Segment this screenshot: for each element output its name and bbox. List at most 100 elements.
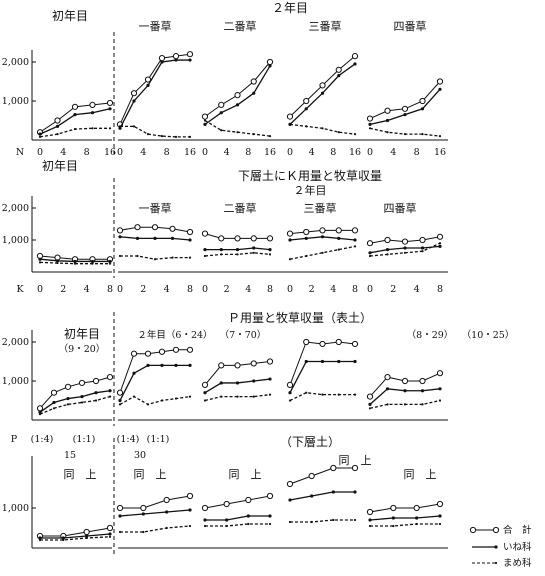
point-p1-g5-bean-0 (368, 127, 372, 130)
point-p2-g2-total-3 (169, 225, 176, 232)
x-tick-p2-g5-3: 8 (437, 284, 443, 295)
point-p1-g5-total-4 (436, 78, 444, 85)
point-p4-g3-total-2 (245, 496, 252, 504)
point-p2-g3-total-3 (250, 235, 257, 242)
point-p2-g3-bean-3 (252, 251, 255, 254)
point-p2-g4-rice-3 (337, 236, 341, 240)
point-p3-g1-bean-1 (52, 407, 56, 410)
point-p3-g2-bean-4 (174, 397, 178, 400)
panel2-x-lead: K (16, 284, 24, 295)
x-tick-p1-g5-0: 0 (367, 147, 373, 158)
point-p1-g1-total-1 (54, 117, 61, 124)
legend-bean-label: まめ科 (503, 557, 532, 569)
panel4-group-label-1: 同 上 (134, 468, 167, 481)
point-p2-g2-bean-1 (136, 254, 139, 258)
point-p3-g4-total-2 (319, 340, 326, 348)
point-p1-g3-total-2 (234, 92, 241, 99)
line-p4-g3-total (204, 495, 271, 509)
point-p2-g5-rice-3 (420, 246, 425, 250)
point-p3-g5-total-4 (436, 370, 444, 377)
line-p3-g4-rice (289, 360, 355, 394)
point-p3-g1-rice-3 (80, 395, 84, 399)
x-tick-p2-g1-0: 0 (37, 284, 43, 295)
point-p4-g4-bean-0 (288, 520, 292, 524)
line-p4-g4-bean (290, 519, 355, 523)
panel3-date-3: （7・70） (220, 329, 267, 341)
panel3-first-year-date: （9・20） (59, 343, 106, 355)
x-tick-p1-g2-2: 8 (164, 147, 170, 158)
point-p4-g1-bean-0 (38, 538, 42, 542)
x-tick-p2-g2-0: 0 (117, 284, 123, 295)
panel4-group-label-2: 同 上 (229, 468, 262, 481)
point-p1-g1-bean-1 (56, 133, 59, 136)
point-p3-g2-rice-4 (174, 363, 178, 367)
point-p4-g2-rice-2 (165, 510, 169, 514)
line-p3-g5-total (369, 372, 441, 397)
point-p1-g1-total-4 (106, 99, 114, 107)
x-tick-p1-g1-1: 4 (60, 147, 66, 158)
line-p3-g1-bean (39, 395, 111, 415)
panel3-date-2: ２年目（6・24） (137, 329, 212, 341)
panel4-group-label-3: 同 上 (339, 454, 372, 467)
point-p2-g3-bean-1 (220, 253, 223, 256)
point-p4-g4-total-0 (286, 480, 294, 488)
panel4-ratio-value-0: 15 (64, 450, 76, 461)
panel4-title: （下層土） (280, 435, 340, 449)
point-p4-g3-total-3 (266, 492, 274, 500)
point-p4-g4-total-1 (308, 472, 315, 480)
point-p4-g1-total-2 (83, 528, 90, 536)
point-p3-g1-rice-2 (66, 396, 70, 401)
x-tick-p1-g1-0: 0 (37, 147, 43, 158)
point-p2-g1-bean-4 (108, 262, 112, 265)
point-p2-g1-rice-4 (108, 259, 112, 264)
point-p3-g3-total-1 (218, 362, 225, 369)
point-p2-g5-bean-3 (421, 250, 424, 253)
line-p3-g1-rice (39, 390, 111, 413)
point-p3-g1-bean-5 (108, 395, 112, 398)
line-p4-g2-total (120, 495, 191, 509)
x-tick-p1-g5-2: 8 (414, 147, 420, 158)
point-p4-g5-rice-1 (391, 516, 395, 520)
point-p3-g4-total-3 (335, 338, 342, 346)
point-p2-g4-bean-4 (353, 245, 357, 248)
line-p4-g1-total (40, 527, 111, 537)
point-p4-g2-bean-3 (188, 524, 192, 528)
line-p4-g1-bean (40, 536, 111, 541)
point-p1-g5-rice-1 (385, 118, 390, 123)
point-p1-g2-rice-3 (160, 60, 164, 64)
point-p1-g3-total-4 (266, 58, 274, 66)
panel2-subtitle: ２年目 (294, 183, 327, 197)
x-tick-p1-g5-3: 16 (434, 147, 446, 158)
x-tick-p2-g3-2: 4 (245, 284, 251, 295)
point-p4-g3-bean-3 (268, 522, 272, 526)
point-p1-g1-bean-0 (38, 135, 42, 138)
x-tick-p2-g3-3: 8 (267, 284, 273, 295)
point-p3-g3-total-4 (266, 358, 274, 365)
point-p2-g5-rice-2 (403, 246, 407, 250)
point-p1-g4-rice-2 (320, 91, 325, 95)
point-p3-g2-bean-2 (146, 403, 150, 406)
point-p3-g2-rice-2 (146, 363, 150, 367)
point-p2-g5-rice-1 (385, 248, 390, 252)
point-p2-g5-total-3 (419, 236, 426, 244)
panel1-group-label-4: 四番草 (394, 20, 427, 33)
point-p1-g5-rice-4 (438, 87, 442, 91)
point-p3-g3-rice-1 (219, 381, 223, 385)
point-p1-g1-rice-4 (108, 107, 112, 111)
point-p3-g2-rice-1 (132, 371, 136, 375)
x-tick-p1-g3-1: 4 (224, 147, 230, 158)
point-p4-g2-total-1 (140, 504, 147, 512)
point-p4-g3-rice-2 (246, 514, 250, 518)
point-p1-g5-bean-3 (421, 133, 424, 136)
line-p2-g5-bean (369, 242, 441, 257)
point-p4-g5-total-3 (436, 500, 444, 508)
point-p1-g1-total-3 (89, 101, 96, 109)
point-p2-g4-rice-1 (304, 236, 308, 240)
point-p4-g1-total-3 (106, 524, 114, 532)
point-p1-g5-total-0 (366, 115, 374, 122)
x-tick-p2-g1-1: 2 (60, 284, 66, 295)
point-p1-g2-bean-2 (146, 133, 150, 136)
point-p1-g1-bean-4 (108, 127, 112, 130)
line-p4-g3-bean (205, 523, 270, 527)
x-tick-p1-g5-1: 4 (390, 147, 396, 158)
